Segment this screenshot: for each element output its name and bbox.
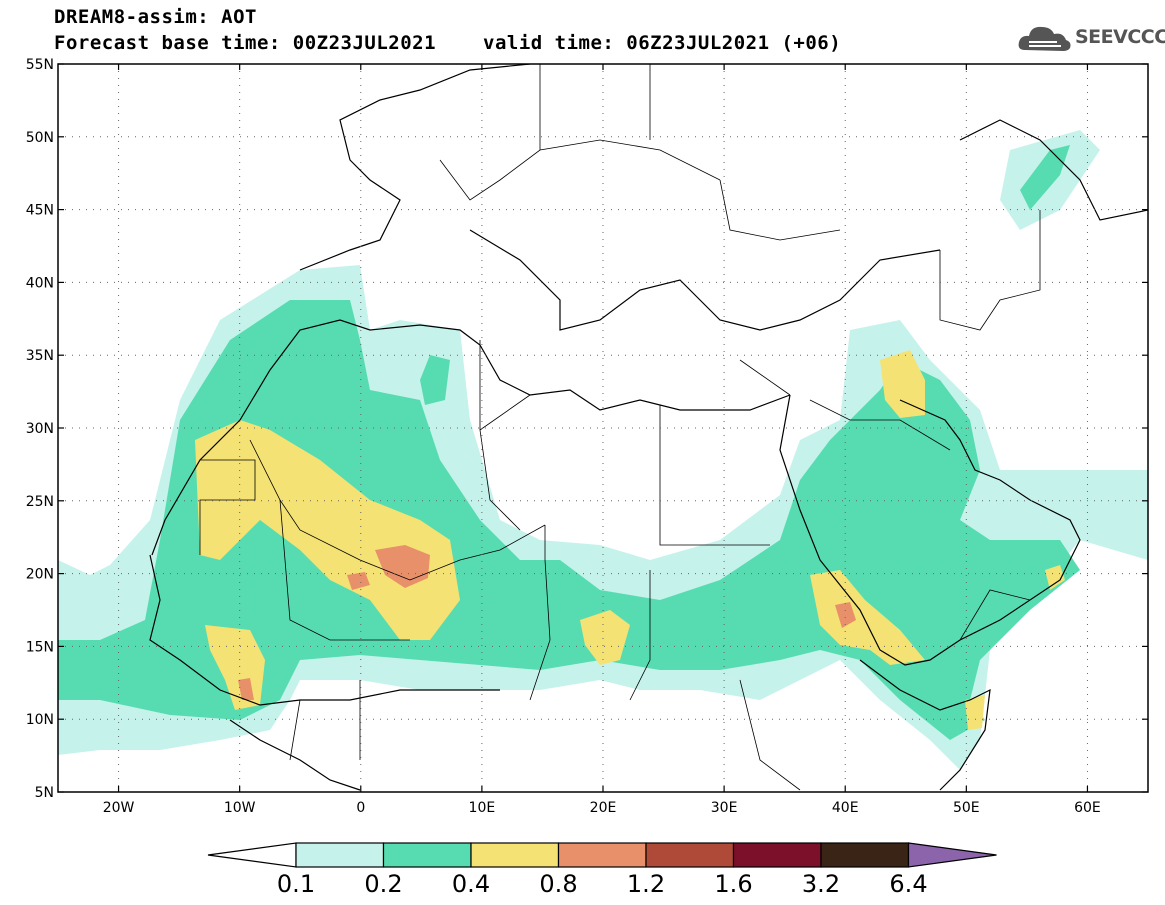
lat-label: 50N (26, 130, 54, 146)
colorbar-segment (295, 842, 385, 868)
lon-label: 30E (711, 800, 738, 816)
colorbar-over-triangle (907, 842, 997, 868)
valid-time: valid time: 06Z23JUL2021 (+06) (483, 32, 842, 54)
colorbar-label: 3.2 (801, 870, 841, 898)
lat-label: 55N (26, 57, 54, 73)
seevccc-logo: SEEVCCC (1017, 20, 1165, 56)
borders (199, 64, 1041, 791)
lat-label: 10N (26, 712, 54, 728)
colorbar-label: 6.4 (889, 870, 928, 898)
lon-label: 20W (103, 800, 135, 816)
lat-label: 35N (26, 348, 54, 364)
lat-label: 40N (26, 275, 54, 291)
colorbar-label: 0.4 (451, 870, 491, 898)
map-title: DREAM8-assim: AOT (54, 6, 257, 28)
lon-label: 50E (953, 800, 980, 816)
logo-text: SEEVCCC (1075, 26, 1165, 48)
lat-label: 25N (26, 494, 54, 510)
graticule (58, 64, 1148, 792)
colorbar-label: 1.2 (626, 870, 666, 898)
lat-label: 15N (26, 639, 54, 655)
aot-field (58, 130, 1148, 770)
colorbar-label: 1.6 (714, 870, 753, 898)
colorbar-segment (470, 842, 560, 868)
colorbar-segment (820, 842, 910, 868)
axis-ticks (58, 63, 1148, 793)
lon-label: 10E (469, 800, 496, 816)
forecast-base-time: Forecast base time: 00Z23JUL2021 (54, 32, 437, 54)
colorbar-label: 0.8 (539, 870, 578, 898)
colorbar-under-triangle (207, 842, 297, 868)
lat-label: 20N (26, 567, 54, 583)
lon-label: 10W (224, 800, 256, 816)
latitude-labels: 55N 50N 45N 40N 35N 30N 25N 20N 15N 10N 5N (26, 57, 54, 801)
lon-label: 20E (590, 800, 617, 816)
lon-label: 60E (1074, 800, 1101, 816)
colorbar-segment (557, 842, 647, 868)
coastlines (149, 64, 1148, 791)
colorbar-segment (382, 842, 472, 868)
colorbar (207, 842, 997, 868)
lat-label: 30N (26, 421, 54, 437)
colorbar-label: 0.2 (364, 870, 403, 898)
lon-label: 40E (832, 800, 859, 816)
lat-label: 45N (26, 203, 54, 219)
lon-label: 0 (356, 800, 365, 816)
lat-label: 5N (35, 785, 54, 801)
colorbar-label: 0.1 (276, 870, 316, 898)
colorbar-segment (732, 842, 822, 868)
colorbar-segment (645, 842, 735, 868)
longitude-labels: 20W 10W 0 10E 20E 30E 40E 50E 60E (103, 800, 1101, 816)
cloud-icon (1018, 26, 1071, 51)
